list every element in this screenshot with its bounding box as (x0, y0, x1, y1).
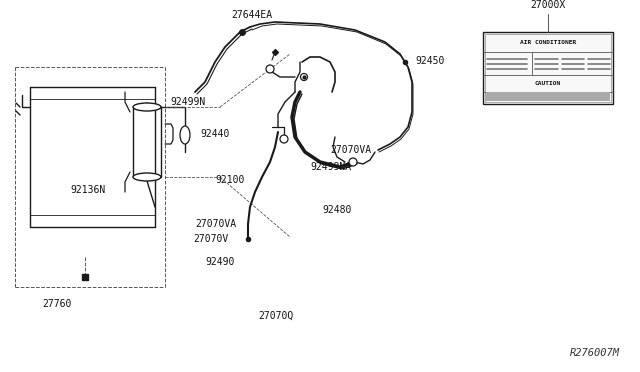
Text: 27070Q: 27070Q (258, 311, 293, 321)
Text: R276007M: R276007M (570, 348, 620, 358)
Text: 92440: 92440 (200, 129, 229, 139)
Bar (485, 34, 611, 102)
Bar (483, 32, 613, 104)
Ellipse shape (180, 126, 190, 144)
Text: 27070V: 27070V (193, 234, 228, 244)
Ellipse shape (301, 74, 307, 80)
Text: 92499NA: 92499NA (310, 162, 351, 172)
Text: 92136N: 92136N (70, 185, 105, 195)
Text: 27760: 27760 (42, 299, 72, 309)
Text: 27070VA: 27070VA (330, 145, 371, 155)
Text: 92450: 92450 (415, 56, 444, 66)
Text: CAUTION: CAUTION (535, 81, 561, 86)
Ellipse shape (133, 173, 161, 181)
Ellipse shape (266, 65, 274, 73)
Ellipse shape (280, 135, 288, 143)
Text: 92100: 92100 (215, 175, 244, 185)
Text: AIR CONDITIONER: AIR CONDITIONER (520, 39, 576, 45)
Ellipse shape (133, 103, 161, 111)
Text: 27644EA: 27644EA (232, 10, 273, 20)
Bar (486, 92, 610, 101)
Text: 92499N: 92499N (170, 97, 205, 107)
Text: 27070VA: 27070VA (195, 219, 236, 229)
Text: 27000X: 27000X (531, 0, 566, 10)
Ellipse shape (349, 158, 357, 166)
Text: 92490: 92490 (205, 257, 234, 267)
Text: 92480: 92480 (322, 205, 351, 215)
